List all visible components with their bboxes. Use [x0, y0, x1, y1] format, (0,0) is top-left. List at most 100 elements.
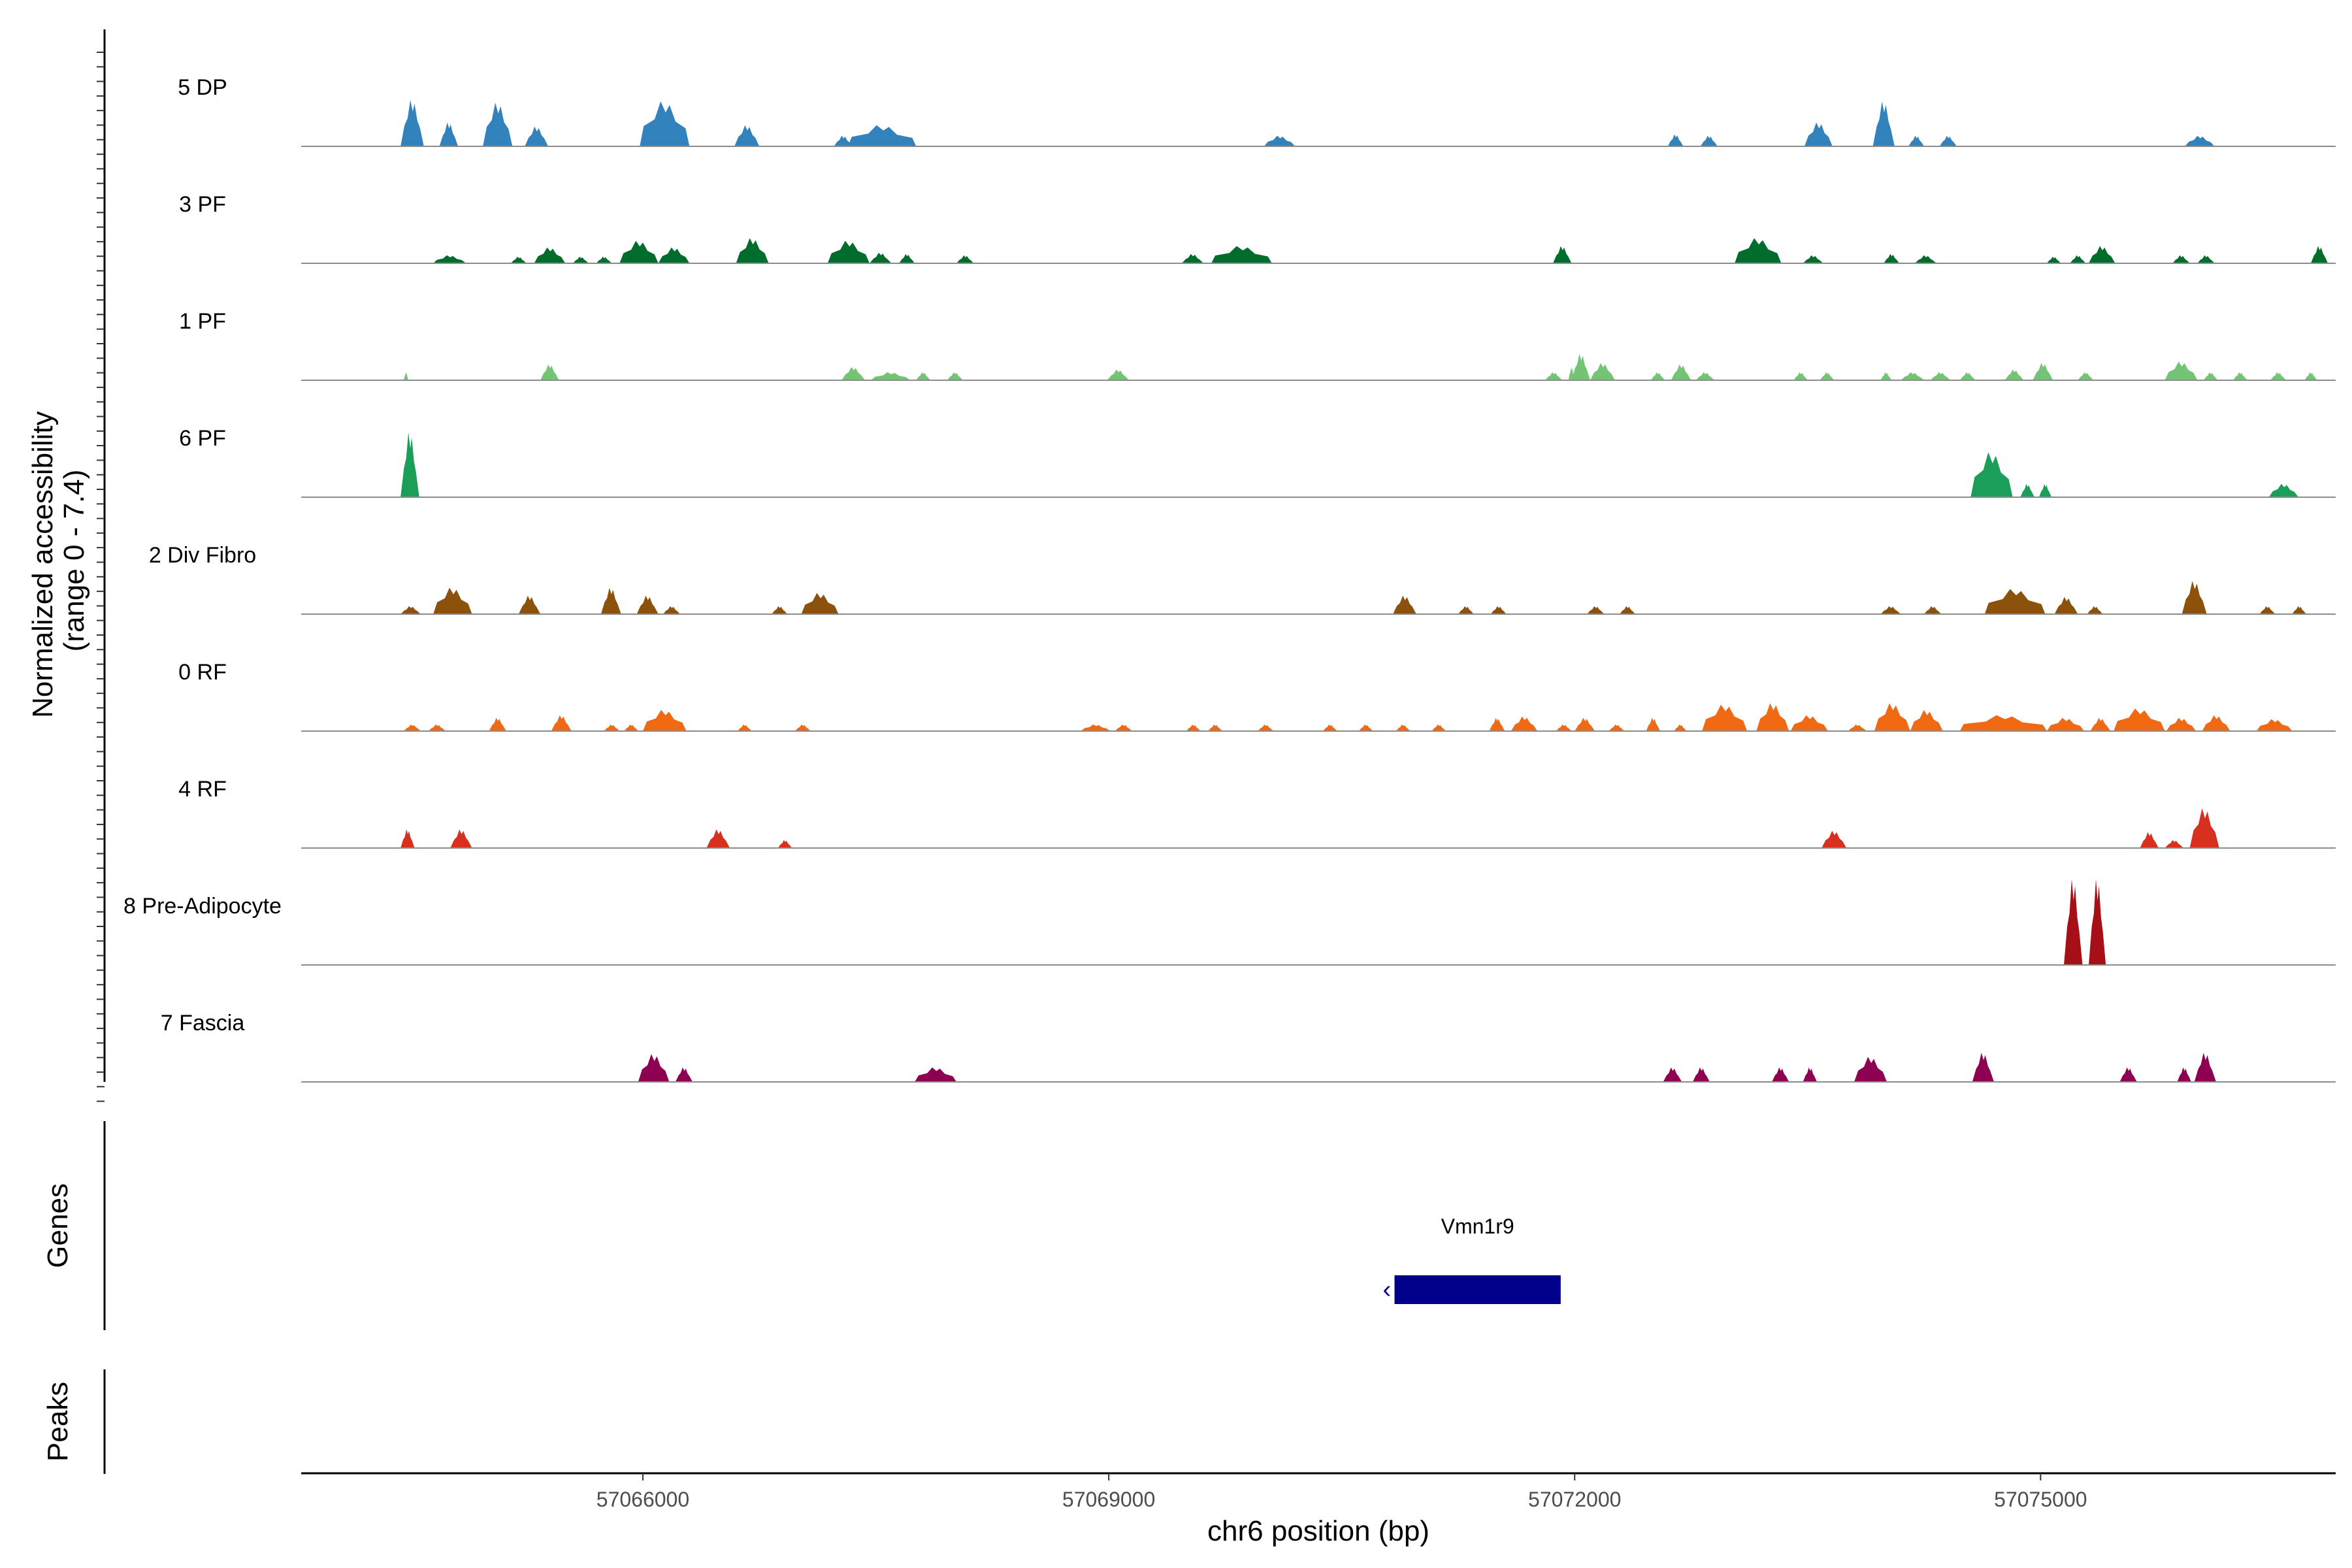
y-axis-ticks: [97, 52, 105, 1102]
coverage-peak: [2114, 708, 2165, 731]
coverage-peak: [1880, 372, 1892, 380]
coverage-peak: [2177, 1067, 2191, 1082]
track-label: 2 Div Fibro: [149, 543, 256, 568]
coverage-peak: [1575, 717, 1595, 731]
track-label: 1 PF: [179, 309, 226, 334]
coverage-peak: [2197, 255, 2215, 263]
coverage-peak: [734, 125, 760, 146]
y-axis-title: Normalized accessibility (range 0 - 7.4): [27, 403, 90, 718]
x-tick-label: 57072000: [1528, 1488, 1621, 1511]
coverage-peak: [2089, 879, 2106, 965]
coverage-peak: [1793, 372, 1808, 380]
coverage-peak: [2172, 255, 2190, 263]
genes-axis-title: Genes: [42, 1183, 74, 1268]
coverage-peak: [827, 240, 870, 263]
track-1-pf: 1 PF: [179, 309, 2336, 381]
coverage-peak: [738, 724, 752, 731]
coverage-peak: [1181, 253, 1204, 263]
coverage-peak: [1803, 1067, 1817, 1082]
coverage-peak: [2268, 483, 2298, 497]
coverage-peak: [1984, 589, 2046, 614]
coverage-peak: [2078, 372, 2094, 380]
coverage-peak: [2070, 255, 2086, 263]
coverage-peak: [1396, 724, 1411, 731]
coverage-peak: [1186, 724, 1201, 731]
track-6-pf: 6 PF: [179, 426, 2336, 498]
coverage-peak: [525, 126, 548, 146]
track-label: 8 Pre-Adipocyte: [123, 894, 282, 919]
coverage-tracks: 5 DP 3 PF 1 PF 6 PF 2 Div Fibro 0 RF 4 RF 8 Pre…: [123, 75, 2336, 1083]
coverage-peak: [2054, 596, 2078, 614]
coverage-peak: [1970, 452, 2013, 497]
coverage-peak: [956, 255, 974, 263]
coverage-peak: [638, 1054, 670, 1082]
coverage-peak: [1924, 606, 1942, 614]
coverage-peak: [489, 717, 506, 731]
coverage-peak: [2039, 483, 2051, 497]
coverage-peak: [1939, 135, 1957, 146]
track-label: 4 RF: [178, 777, 227, 802]
coverage-peak: [1556, 724, 1572, 731]
track-label: 7 Fascia: [161, 1011, 245, 1036]
coverage-peak: [1458, 606, 1474, 614]
coverage-peak: [2064, 879, 2083, 965]
track-3-pf: 3 PF: [179, 192, 2336, 264]
coverage-peak: [1805, 122, 1833, 146]
coverage-peak: [2090, 717, 2111, 731]
coverage-peak: [736, 238, 769, 263]
coverage-peak: [1884, 253, 1899, 263]
coverage-peak: [1880, 606, 1901, 614]
track-label: 6 PF: [179, 426, 226, 451]
coverage-peak: [1620, 606, 1635, 614]
coverage-peak: [1692, 1067, 1710, 1082]
coverage-peak: [1959, 715, 2047, 731]
track-0-rf: 0 RF: [178, 660, 2336, 732]
coverage-peak: [2046, 256, 2061, 263]
coverage-peak: [624, 724, 638, 731]
x-axis-title: chr6 position (bp): [1207, 1515, 1429, 1547]
coverage-peak: [596, 256, 612, 263]
coverage-peak: [2189, 808, 2219, 848]
coverage-peak: [658, 247, 690, 263]
coverage-peak: [847, 125, 917, 146]
track-5-dp: 5 DP: [178, 75, 2336, 147]
coverage-peak: [1930, 372, 1951, 380]
coverage-peak: [573, 256, 589, 263]
gene-body: [1394, 1275, 1561, 1304]
coverage-peak: [1511, 716, 1538, 731]
coverage-peak: [2020, 483, 2034, 497]
coverage-peak: [1323, 724, 1337, 731]
coverage-peak: [1609, 724, 1625, 731]
coverage-peak: [2089, 246, 2115, 263]
coverage-peak: [801, 593, 839, 614]
coverage-peak: [2311, 246, 2328, 263]
coverage-peak: [510, 256, 527, 263]
coverage-peak: [403, 724, 421, 731]
coverage-peak: [2181, 581, 2207, 614]
coverage-peak: [2164, 361, 2198, 380]
coverage-peak: [2166, 717, 2197, 731]
track-7-fascia: 7 Fascia: [161, 1011, 2336, 1083]
coverage-peak: [2046, 717, 2084, 731]
coverage-peak: [1431, 724, 1446, 731]
coverage-peak: [640, 101, 690, 146]
coverage-peak: [1908, 135, 1925, 146]
coverage-peak: [433, 255, 466, 263]
coverage-peak: [433, 587, 472, 614]
coverage-peak: [1571, 353, 1590, 380]
coverage-peak: [1667, 134, 1684, 146]
coverage-peak: [1820, 372, 1835, 380]
coverage-peak: [675, 1067, 693, 1082]
coverage-peak: [1772, 1067, 1789, 1082]
y-axis-title-line1: Normalized accessibility: [27, 411, 59, 717]
coverage-peak: [483, 103, 513, 146]
coverage-peak: [1735, 238, 1782, 263]
coverage-peak: [1587, 606, 1605, 614]
coverage-peak: [772, 606, 787, 614]
coverage-peak: [518, 595, 541, 614]
coverage-peak: [1854, 1056, 1887, 1082]
coverage-peak: [1258, 724, 1274, 731]
coverage-peak: [870, 252, 892, 263]
track-8-pre-adipocyte: 8 Pre-Adipocyte: [123, 879, 2336, 966]
